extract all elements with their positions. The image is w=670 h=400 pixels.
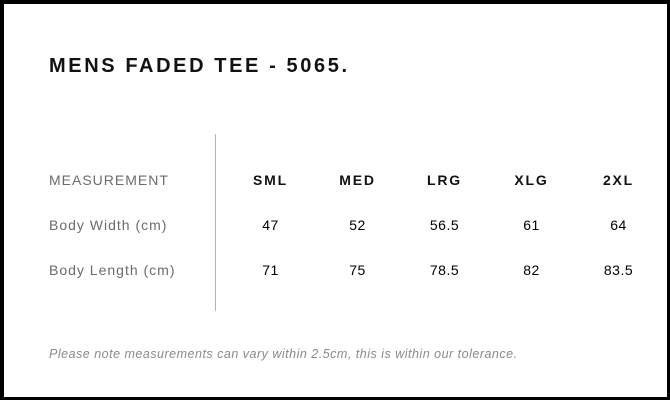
divider-line: [215, 134, 216, 311]
column-header-lrg: LRG: [427, 171, 462, 188]
cell-body-length-med: 75: [349, 261, 366, 278]
tolerance-note: Please note measurements can vary within…: [49, 347, 518, 361]
page-title: MENS FADED TEE - 5065.: [49, 55, 350, 77]
cell-body-width-sml: 47: [262, 216, 279, 233]
cell-body-width-xlg: 61: [523, 216, 540, 233]
column-header-sml: SML: [253, 171, 288, 188]
cell-body-width-lrg: 56.5: [429, 216, 460, 233]
row-label-body-width: Body Width (cm): [49, 216, 168, 233]
cell-body-width-2xl: 64: [610, 216, 627, 233]
cell-body-width-med: 52: [349, 216, 366, 233]
cell-body-length-lrg: 78.5: [429, 261, 460, 278]
column-header-xlg: XLG: [514, 171, 549, 188]
cell-body-length-xlg: 82: [523, 261, 540, 278]
column-header-measurement: MEASUREMENT: [49, 171, 169, 188]
column-header-med: MED: [339, 171, 376, 188]
size-chart-table: MEASUREMENT SML MED LRG XLG 2XL Body Wid…: [49, 157, 662, 292]
row-label-body-length: Body Length (cm): [49, 261, 176, 278]
cell-body-length-2xl: 83.5: [603, 261, 634, 278]
cell-body-length-sml: 71: [262, 261, 279, 278]
column-header-2xl: 2XL: [602, 171, 635, 188]
